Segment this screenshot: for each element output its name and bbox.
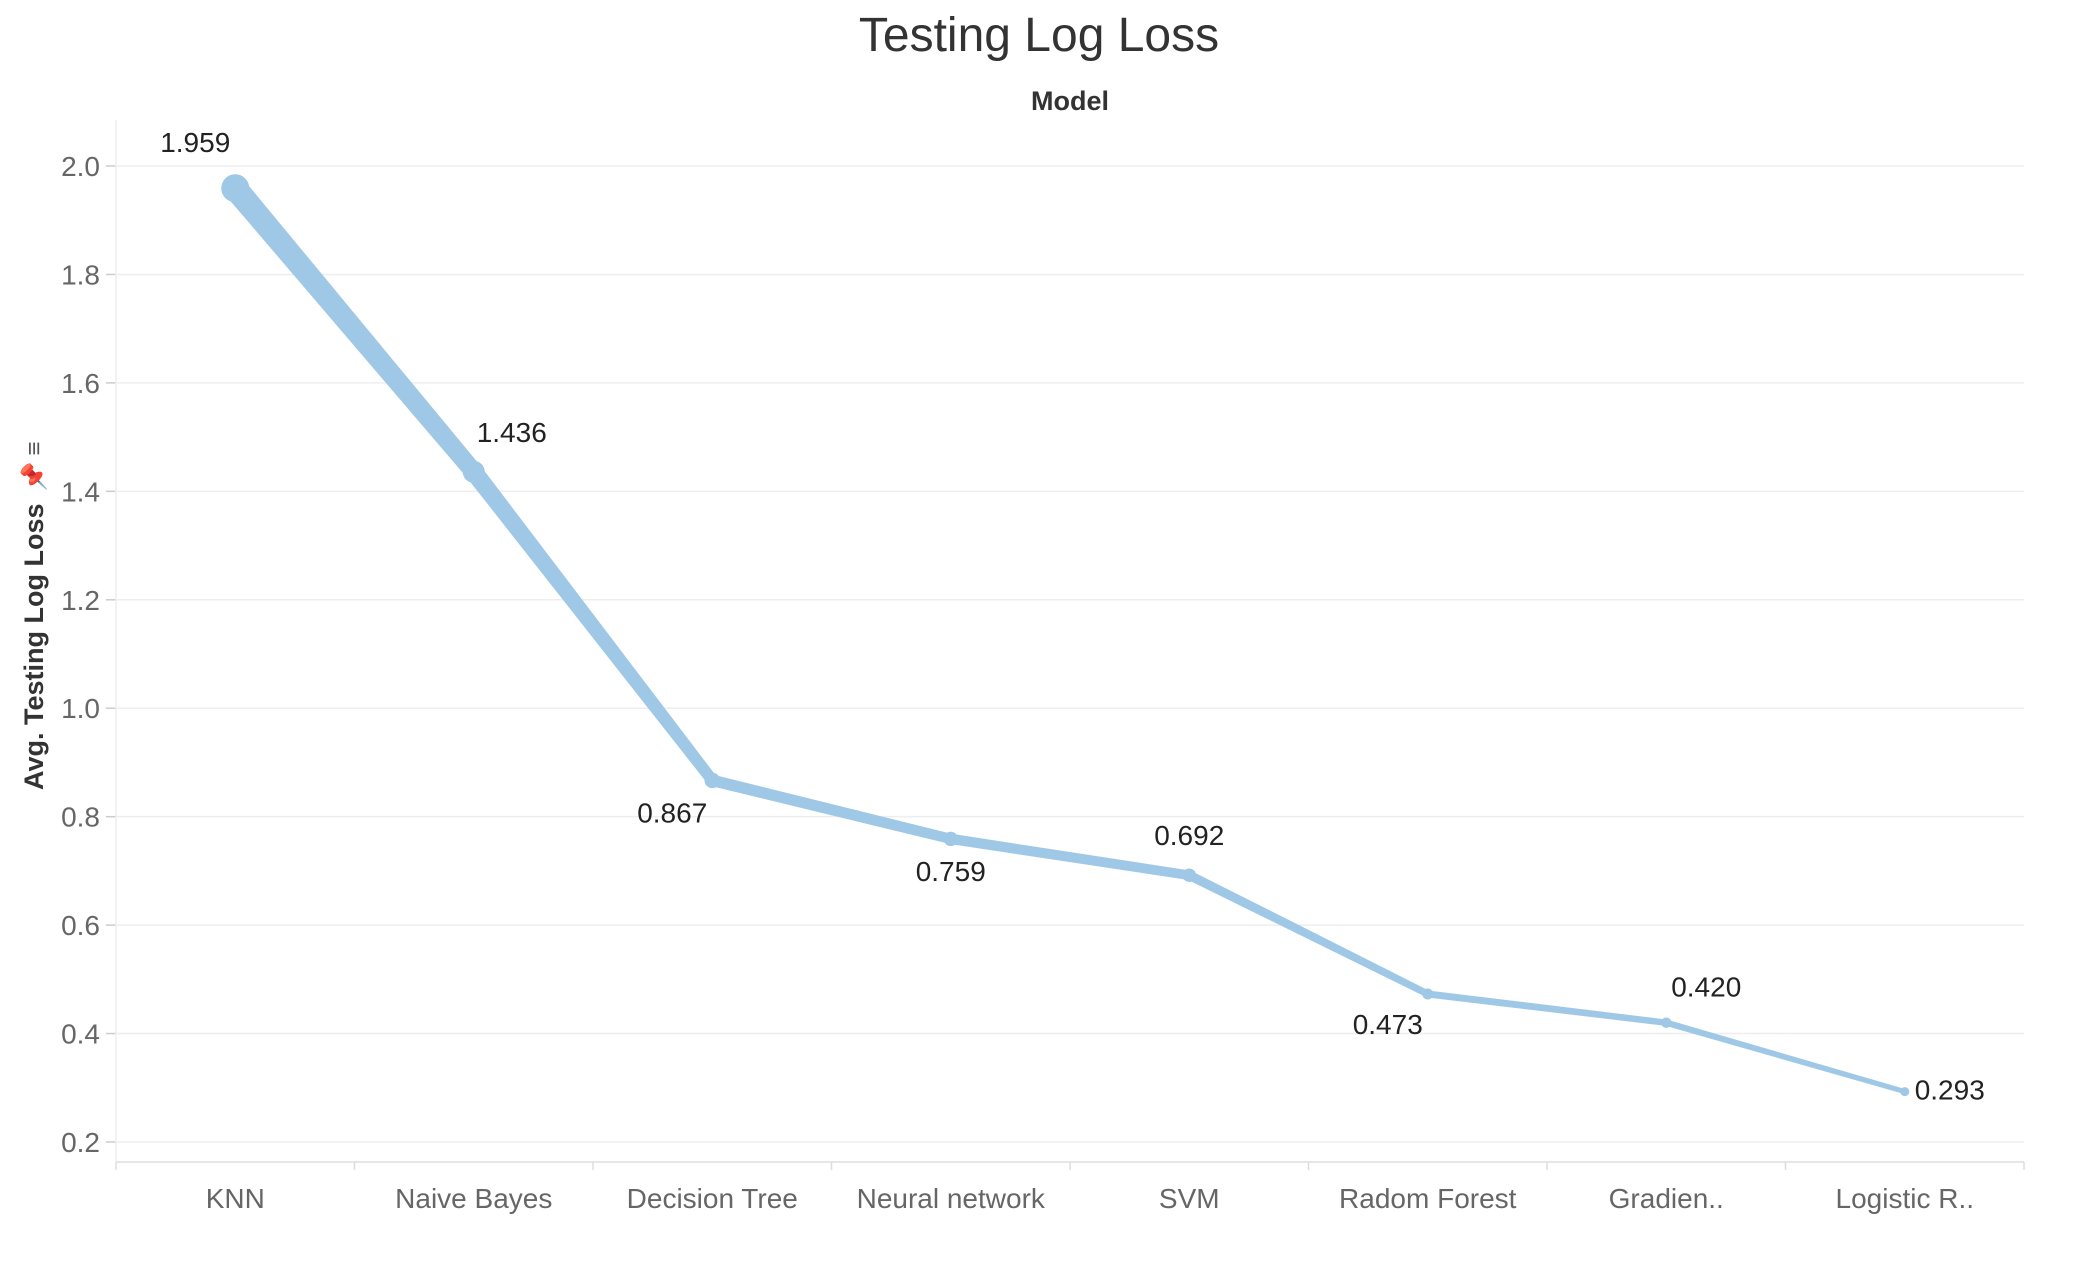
x-tick-label: SVM (1159, 1183, 1220, 1214)
line-segments (226, 180, 1906, 1094)
line-chart: 0.2 0.4 0.6 0.8 1.0 1.2 1.4 1.6 1.8 2.0 KNN Naive … (61, 120, 2025, 1214)
x-tick-label: Naive Bayes (395, 1183, 552, 1214)
y-tick-label: 1.8 (61, 259, 100, 290)
x-tick-label: Logistic R.. (1836, 1183, 1975, 1214)
data-point[interactable] (1661, 1017, 1672, 1028)
line-segment[interactable] (1665, 1019, 1906, 1094)
x-tick-label: Radom Forest (1339, 1183, 1517, 1214)
grid-lines (116, 165, 2024, 1143)
y-tick-label: 1.6 (61, 368, 100, 399)
data-points (221, 174, 1910, 1097)
data-point[interactable] (462, 460, 485, 483)
data-point[interactable] (704, 772, 721, 789)
y-tick-label: 1.4 (61, 476, 100, 507)
data-point[interactable] (1182, 868, 1197, 883)
data-point[interactable] (1422, 988, 1434, 1000)
y-tick-label: 0.2 (61, 1127, 100, 1158)
data-label: 0.759 (916, 856, 986, 887)
x-axis-baseline (115, 120, 2024, 1163)
y-tick-label: 0.6 (61, 910, 100, 941)
x-axis-ticks: KNN Naive Bayes Decision Tree Neural networ… (115, 1162, 2025, 1214)
line-segment[interactable] (226, 180, 481, 478)
x-tick-label: Neural network (857, 1183, 1046, 1214)
y-tick-label: 1.0 (61, 693, 100, 724)
data-point[interactable] (221, 174, 250, 203)
data-label: 0.473 (1353, 1009, 1423, 1040)
line-segment[interactable] (1427, 990, 1667, 1026)
x-tick-label: Decision Tree (627, 1183, 798, 1214)
x-axis-header: Model (1031, 86, 1109, 116)
line-segment[interactable] (1187, 870, 1430, 998)
x-tick-label: KNN (206, 1183, 265, 1214)
data-label: 1.959 (160, 127, 230, 158)
x-tick-label: Gradien.. (1609, 1183, 1724, 1214)
line-segment[interactable] (466, 466, 717, 784)
y-tick-label: 2.0 (61, 151, 100, 182)
y-tick-label: 1.2 (61, 585, 100, 616)
data-labels: 1.959 1.436 0.867 0.759 0.692 0.473 0.420 0.293 (160, 127, 1985, 1105)
y-tick-label: 0.8 (61, 802, 100, 833)
data-label: 0.293 (1915, 1075, 1985, 1106)
line-segment[interactable] (949, 833, 1190, 880)
data-label: 1.436 (477, 417, 547, 448)
line-segment[interactable] (710, 774, 952, 844)
data-point[interactable] (943, 831, 958, 847)
y-tick-label: 0.4 (61, 1019, 100, 1050)
data-label: 0.692 (1154, 820, 1224, 851)
data-label: 0.420 (1671, 972, 1741, 1003)
data-label: 0.867 (637, 797, 707, 828)
data-point[interactable] (1900, 1087, 1910, 1097)
chart-title: Testing Log Loss (858, 9, 1220, 62)
y-axis-ticks: 0.2 0.4 0.6 0.8 1.0 1.2 1.4 1.6 1.8 2.0 (61, 151, 116, 1158)
